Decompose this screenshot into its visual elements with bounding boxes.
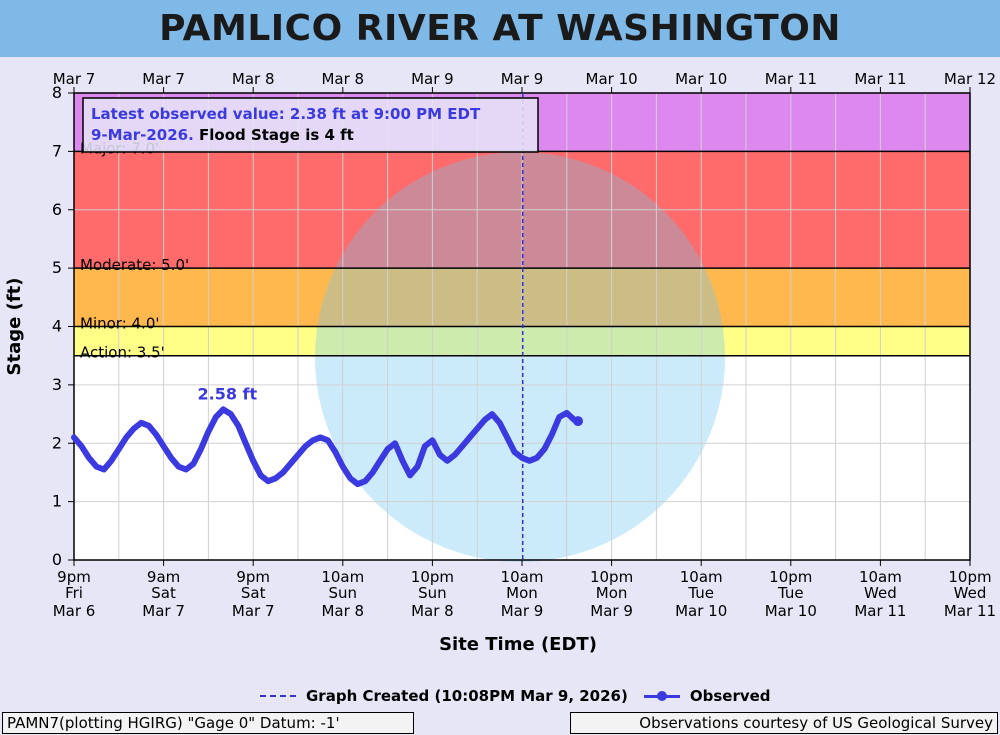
x-tick-day: Fri — [65, 584, 83, 602]
x-tick-day: Wed — [864, 584, 897, 602]
footer-datum: PAMN7(plotting HGIRG) "Gage 0" Datum: -1… — [2, 712, 414, 734]
x-tick-date: Mar 11 — [944, 602, 996, 620]
latest-observed-point — [573, 416, 583, 427]
x-tick-time: 9am — [147, 568, 180, 586]
x-tick-date: Mar 10 — [765, 602, 817, 620]
x-tick-day: Tue — [777, 584, 804, 602]
info-line-2: 9-Mar-2026. Flood Stage is 4 ft — [91, 126, 354, 144]
y-axis-label: Stage (ft) — [4, 278, 25, 376]
x-top-tick-label: Mar 9 — [411, 70, 454, 88]
info-line-1: Latest observed value: 2.38 ft at 9:00 P… — [91, 105, 481, 123]
x-tick-date: Mar 9 — [590, 602, 633, 620]
x-tick-time: 10pm — [590, 568, 633, 586]
info-box — [82, 97, 539, 153]
x-tick-time: 10pm — [948, 568, 991, 586]
y-tick-label: 0 — [52, 550, 62, 569]
x-tick-date: Mar 10 — [675, 602, 727, 620]
page-title: PAMLICO RIVER AT WASHINGTON — [159, 8, 841, 49]
x-tick-date: Mar 7 — [142, 602, 185, 620]
x-tick-date: Mar 8 — [411, 602, 454, 620]
flood-label-2: Minor: 4.0' — [80, 315, 160, 333]
legend-graph-created: Graph Created (10:08PM Mar 9, 2026) — [306, 687, 628, 705]
x-top-tick-label: Mar 8 — [321, 70, 364, 88]
x-tick-time: 10am — [321, 568, 364, 586]
y-tick-label: 7 — [52, 141, 62, 160]
x-top-tick-label: Mar 7 — [53, 70, 96, 88]
x-tick-date: Mar 7 — [232, 602, 275, 620]
y-tick-label: 2 — [52, 433, 62, 452]
series-line-observed — [71, 406, 581, 488]
y-tick-label: 5 — [52, 258, 62, 277]
watermark-seal — [315, 152, 725, 562]
x-tick-day: Sun — [418, 584, 447, 602]
x-tick-day: Sat — [241, 584, 266, 602]
x-top-tick-label: Mar 12 — [944, 70, 996, 88]
x-tick-time: 10am — [680, 568, 723, 586]
x-top-tick-label: Mar 9 — [501, 70, 544, 88]
x-tick-time: 9pm — [57, 568, 91, 586]
x-axis-label: Site Time (EDT) — [439, 634, 597, 655]
legend: Graph Created (10:08PM Mar 9, 2026) Obse… — [260, 685, 780, 707]
x-top-tick-label: Mar 7 — [142, 70, 185, 88]
x-tick-time: 10am — [501, 568, 544, 586]
x-tick-time: 10pm — [769, 568, 812, 586]
x-tick-date: Mar 9 — [501, 602, 544, 620]
flood-label-3: Action: 3.5' — [80, 344, 165, 362]
y-tick-label: 1 — [52, 492, 62, 511]
x-tick-time: 10am — [859, 568, 902, 586]
x-tick-time: 10pm — [411, 568, 454, 586]
hydrograph-chart: Major: 7.0'Moderate: 5.0'Minor: 4.0'Acti… — [4, 70, 996, 655]
x-tick-day: Wed — [954, 584, 987, 602]
x-tick-day: Sat — [151, 584, 176, 602]
x-top-tick-label: Mar 11 — [765, 70, 817, 88]
x-tick-day: Tue — [687, 584, 714, 602]
flood-label-1: Moderate: 5.0' — [80, 256, 189, 274]
x-tick-time: 9pm — [236, 568, 270, 586]
x-tick-date: Mar 8 — [321, 602, 364, 620]
x-top-tick-label: Mar 8 — [232, 70, 275, 88]
observed-line-icon — [643, 690, 680, 701]
x-tick-day: Mon — [506, 584, 538, 602]
x-top-tick-label: Mar 10 — [675, 70, 727, 88]
x-top-tick-label: Mar 11 — [854, 70, 906, 88]
x-tick-date: Mar 11 — [854, 602, 906, 620]
footer-credit: Observations courtesy of US Geological S… — [570, 712, 998, 734]
peak-label: 2.58 ft — [198, 384, 258, 403]
y-tick-label: 3 — [52, 375, 62, 394]
y-tick-label: 6 — [52, 200, 62, 219]
x-top-tick-label: Mar 10 — [586, 70, 638, 88]
y-tick-label: 8 — [52, 83, 62, 102]
x-tick-date: Mar 6 — [53, 602, 96, 620]
y-tick-label: 4 — [52, 317, 62, 336]
x-tick-day: Mon — [596, 584, 628, 602]
legend-observed: Observed — [689, 687, 771, 705]
graph-created-dash-icon — [260, 695, 296, 697]
title-bar: PAMLICO RIVER AT WASHINGTON — [0, 0, 1000, 57]
x-tick-day: Sun — [329, 584, 358, 602]
